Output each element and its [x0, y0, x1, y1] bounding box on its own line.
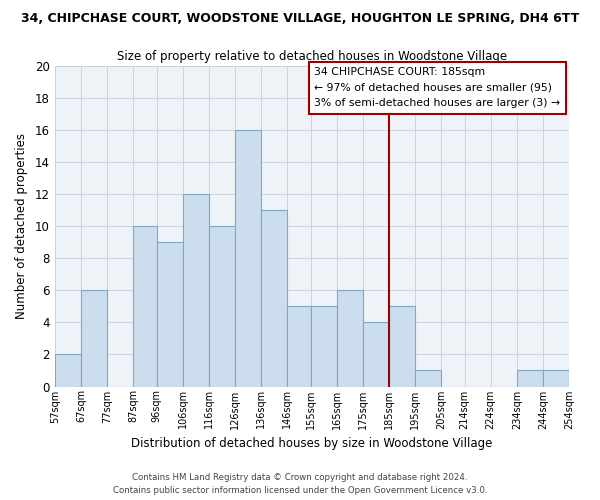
Bar — [543, 370, 569, 386]
Bar — [235, 130, 261, 386]
Text: 34 CHIPCHASE COURT: 185sqm
← 97% of detached houses are smaller (95)
3% of semi-: 34 CHIPCHASE COURT: 185sqm ← 97% of deta… — [314, 67, 560, 108]
Bar — [157, 242, 183, 386]
Bar — [55, 354, 81, 386]
Bar — [311, 306, 337, 386]
Bar — [389, 306, 415, 386]
Text: 34, CHIPCHASE COURT, WOODSTONE VILLAGE, HOUGHTON LE SPRING, DH4 6TT: 34, CHIPCHASE COURT, WOODSTONE VILLAGE, … — [21, 12, 579, 26]
Bar — [133, 226, 157, 386]
Bar — [209, 226, 235, 386]
Bar — [415, 370, 441, 386]
Bar — [363, 322, 389, 386]
Text: Contains HM Land Registry data © Crown copyright and database right 2024.
Contai: Contains HM Land Registry data © Crown c… — [113, 474, 487, 495]
Title: Size of property relative to detached houses in Woodstone Village: Size of property relative to detached ho… — [117, 50, 507, 63]
Bar — [287, 306, 311, 386]
Bar — [183, 194, 209, 386]
X-axis label: Distribution of detached houses by size in Woodstone Village: Distribution of detached houses by size … — [131, 437, 493, 450]
Bar — [81, 290, 107, 386]
Y-axis label: Number of detached properties: Number of detached properties — [15, 133, 28, 319]
Bar — [337, 290, 363, 386]
Bar — [517, 370, 543, 386]
Bar — [261, 210, 287, 386]
Bar — [569, 370, 595, 386]
